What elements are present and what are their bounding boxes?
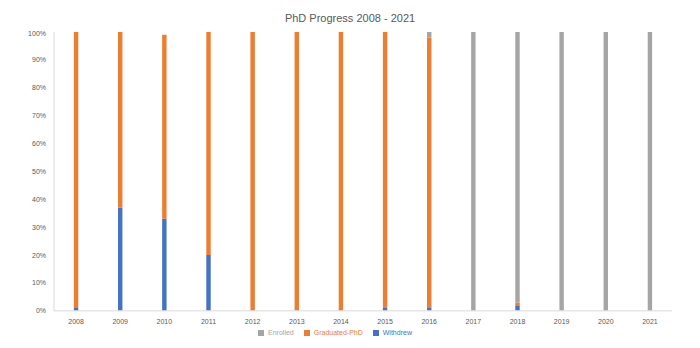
svg-text:2016: 2016 (421, 318, 437, 325)
svg-text:30%: 30% (32, 224, 46, 231)
svg-text:2011: 2011 (201, 318, 216, 325)
svg-text:40%: 40% (32, 196, 46, 203)
svg-text:80%: 80% (32, 84, 46, 91)
svg-text:2013: 2013 (289, 318, 305, 325)
html-text:Graduated-PhD: Graduated-PhD (313, 328, 363, 336)
svg-text:2015: 2015 (377, 318, 393, 325)
svg-text:100%: 100% (28, 30, 46, 37)
svg-text:2009: 2009 (112, 318, 128, 325)
svg-text:2018: 2018 (510, 318, 526, 325)
svg-text:50%: 50% (32, 168, 46, 175)
svg-text:60%: 60% (32, 140, 46, 147)
html-text:PhD Progress 2008 - 2021: PhD Progress 2008 - 2021 (284, 12, 416, 24)
svg-text:70%: 70% (32, 112, 46, 119)
svg-text:20%: 20% (32, 252, 46, 259)
svg-text:10%: 10% (32, 279, 46, 286)
svg-text:2010: 2010 (157, 318, 173, 325)
svg-text:90%: 90% (32, 56, 46, 63)
html-text:Enrolled: Enrolled (268, 328, 294, 336)
svg-text:2017: 2017 (466, 318, 482, 325)
svg-text:2014: 2014 (333, 318, 349, 325)
svg-text:2019: 2019 (554, 318, 570, 325)
html-text:Withdrew: Withdrew (382, 328, 412, 336)
svg-text:0%: 0% (36, 307, 46, 314)
svg-text:2020: 2020 (598, 318, 614, 325)
svg-text:2021: 2021 (642, 318, 658, 325)
svg-text:2008: 2008 (68, 318, 84, 325)
svg-text:2012: 2012 (245, 318, 261, 325)
